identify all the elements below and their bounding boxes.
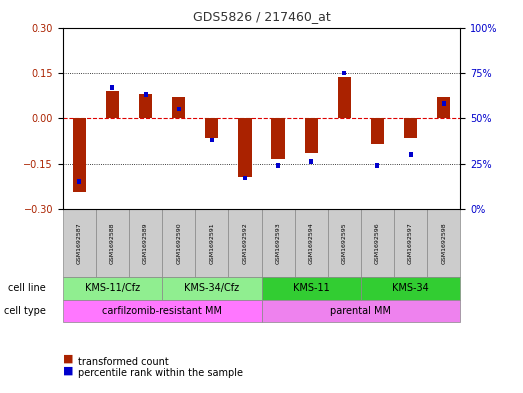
Text: ■: ■ [63, 365, 73, 375]
FancyBboxPatch shape [328, 209, 361, 277]
FancyBboxPatch shape [96, 209, 129, 277]
Text: GSM1692597: GSM1692597 [408, 222, 413, 264]
Text: GSM1692595: GSM1692595 [342, 222, 347, 264]
Text: GSM1692592: GSM1692592 [243, 222, 247, 264]
Bar [238, 118, 252, 177]
Text: GDS5826 / 217460_at: GDS5826 / 217460_at [192, 10, 331, 23]
Text: GSM1692590: GSM1692590 [176, 222, 181, 264]
FancyBboxPatch shape [294, 209, 328, 277]
FancyBboxPatch shape [229, 209, 262, 277]
Bar [110, 85, 115, 90]
Text: GSM1692598: GSM1692598 [441, 222, 446, 264]
Bar [205, 118, 219, 138]
Bar [376, 163, 379, 168]
Text: parental MM: parental MM [331, 306, 391, 316]
Text: cell line: cell line [8, 283, 46, 293]
Bar [177, 107, 180, 111]
Bar [271, 118, 285, 159]
Bar [437, 97, 450, 118]
FancyBboxPatch shape [63, 209, 96, 277]
FancyBboxPatch shape [262, 209, 294, 277]
Bar [139, 94, 152, 118]
Text: KMS-34: KMS-34 [392, 283, 429, 293]
Bar [408, 152, 413, 157]
FancyBboxPatch shape [427, 209, 460, 277]
Text: GSM1692587: GSM1692587 [77, 222, 82, 264]
Text: GSM1692596: GSM1692596 [375, 222, 380, 264]
Text: cell type: cell type [4, 306, 46, 316]
Text: percentile rank within the sample: percentile rank within the sample [78, 368, 243, 378]
Bar [404, 118, 417, 138]
Bar [73, 118, 86, 192]
FancyBboxPatch shape [262, 299, 460, 322]
Bar [144, 92, 147, 97]
Text: carfilzomib-resistant MM: carfilzomib-resistant MM [102, 306, 222, 316]
FancyBboxPatch shape [394, 209, 427, 277]
Bar [106, 91, 119, 118]
Text: ■: ■ [63, 354, 73, 364]
Bar [276, 163, 280, 168]
Bar [243, 176, 247, 180]
Text: GSM1692589: GSM1692589 [143, 222, 148, 264]
Text: GSM1692594: GSM1692594 [309, 222, 314, 264]
Bar [304, 118, 318, 153]
Text: GSM1692588: GSM1692588 [110, 222, 115, 264]
Bar [371, 118, 384, 144]
Text: transformed count: transformed count [78, 356, 169, 367]
Text: KMS-11: KMS-11 [293, 283, 329, 293]
FancyBboxPatch shape [129, 209, 162, 277]
Text: KMS-11/Cfz: KMS-11/Cfz [85, 283, 140, 293]
Bar [338, 77, 351, 118]
FancyBboxPatch shape [162, 277, 262, 299]
FancyBboxPatch shape [195, 209, 229, 277]
Text: GSM1692593: GSM1692593 [276, 222, 280, 264]
FancyBboxPatch shape [63, 299, 262, 322]
Text: GSM1692591: GSM1692591 [209, 222, 214, 264]
Text: KMS-34/Cfz: KMS-34/Cfz [184, 283, 240, 293]
Bar [77, 180, 81, 184]
Bar [309, 160, 313, 164]
FancyBboxPatch shape [262, 277, 361, 299]
Bar [210, 138, 214, 142]
Bar [442, 101, 446, 106]
FancyBboxPatch shape [63, 277, 162, 299]
FancyBboxPatch shape [162, 209, 195, 277]
FancyBboxPatch shape [361, 209, 394, 277]
Bar [343, 71, 346, 75]
Bar [172, 97, 185, 118]
FancyBboxPatch shape [361, 277, 460, 299]
